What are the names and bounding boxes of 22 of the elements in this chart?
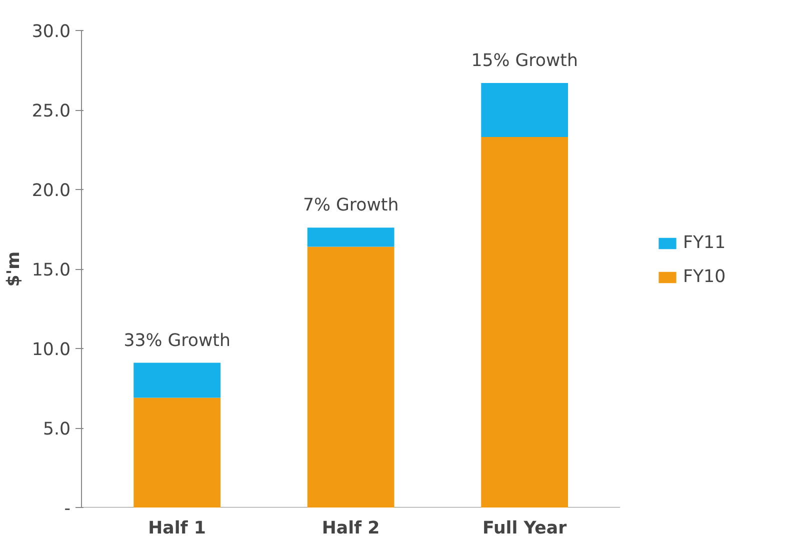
bar (481, 82, 568, 138)
x-tick-label: Half 2 (322, 518, 380, 538)
annotation: 7% Growth (302, 196, 399, 216)
y-tick-label: 5.0 (42, 420, 71, 440)
x-tick-label: Full Year (482, 518, 568, 538)
y-tick-label: 10.0 (32, 340, 71, 360)
legend-label: FY11 (683, 233, 726, 253)
bar (134, 398, 220, 508)
y-tick-label: 25.0 (32, 102, 71, 122)
y-tick-label: 15.0 (32, 260, 71, 280)
bar (307, 228, 394, 247)
y-tick-label: - (64, 499, 71, 519)
bar (307, 246, 394, 508)
annotation: 15% Growth (471, 50, 578, 71)
bar (134, 362, 220, 398)
annotation: 33% Growth (124, 330, 230, 351)
legend-label: FY10 (683, 267, 726, 287)
y-tick-label: 20.0 (32, 181, 71, 201)
x-tick-label: Half 1 (148, 518, 206, 538)
y-tick-label: 30.0 (32, 22, 71, 42)
y-axis-title: $'m (4, 251, 24, 287)
bar (481, 137, 568, 508)
